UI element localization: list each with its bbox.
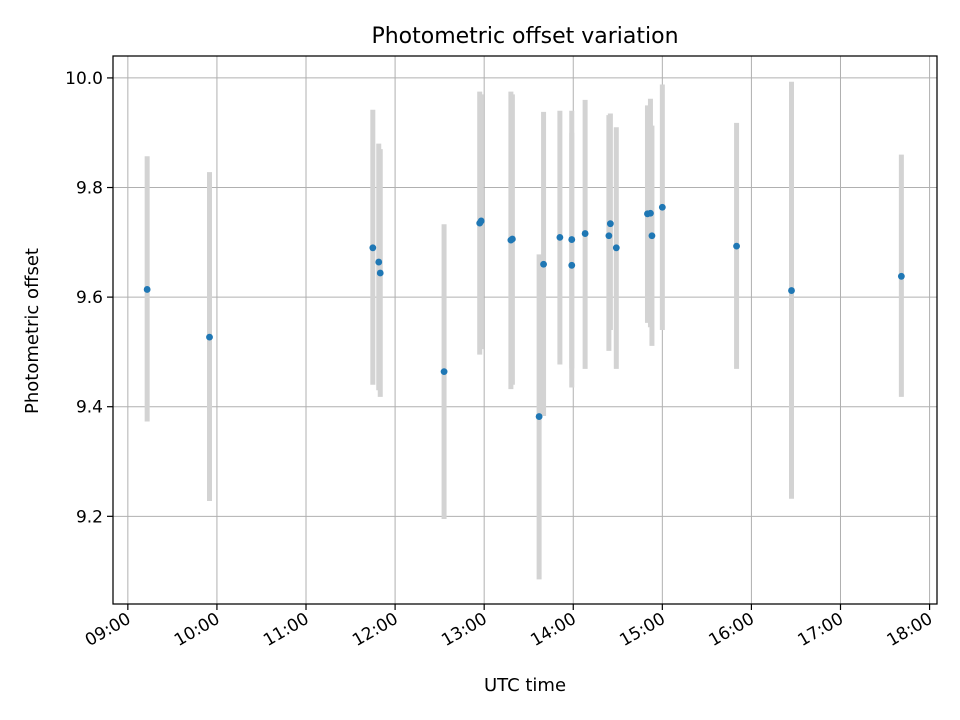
data-point	[788, 287, 795, 294]
data-point	[535, 413, 543, 420]
y-tick-label: 10.0	[65, 69, 103, 89]
data-point	[897, 272, 905, 280]
data-point	[647, 209, 654, 217]
data-point	[477, 217, 485, 225]
data-point	[568, 261, 576, 269]
data-point	[206, 333, 213, 341]
data-point	[648, 232, 656, 240]
data-point	[733, 242, 740, 250]
data-point	[556, 233, 564, 241]
data-point	[581, 230, 589, 237]
data-point	[508, 235, 516, 243]
data-point	[606, 220, 614, 228]
y-axis-title: Photometric offset	[22, 248, 43, 414]
data-point	[369, 244, 377, 252]
y-tick-label: 9.8	[76, 179, 103, 199]
data-point	[375, 258, 383, 266]
data-point	[605, 232, 613, 240]
y-tick-label: 9.2	[76, 507, 103, 527]
plot-area-frame	[112, 55, 938, 605]
data-point	[658, 203, 666, 211]
data-point	[376, 269, 384, 277]
x-axis-title: UTC time	[484, 675, 566, 696]
data-point	[440, 368, 448, 376]
data-point	[568, 236, 576, 243]
data-point	[143, 286, 151, 293]
grid	[113, 56, 937, 604]
data-points	[143, 203, 905, 420]
chart-title: Photometric offset variation	[371, 24, 678, 49]
y-tick-label: 9.6	[76, 288, 103, 308]
data-point	[612, 244, 620, 252]
data-point	[540, 260, 547, 268]
y-tick-label: 9.4	[76, 398, 103, 418]
